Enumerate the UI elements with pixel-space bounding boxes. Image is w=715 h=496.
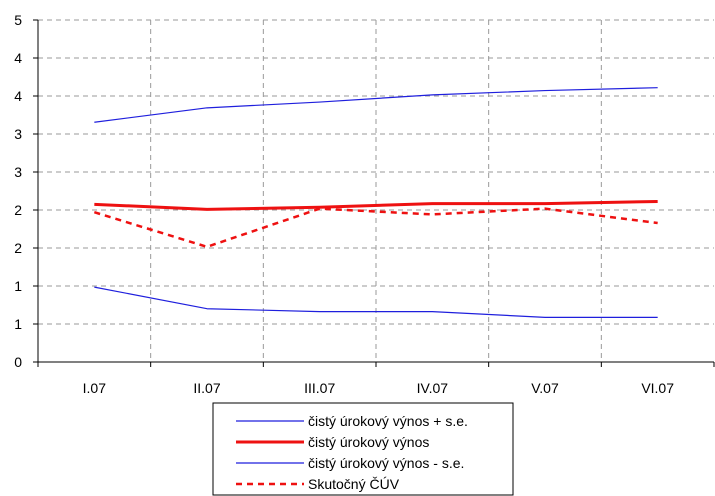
data-point [656,86,659,89]
legend-label: čistý úrokový výnos - s.e. [308,455,464,471]
data-point [431,93,434,96]
y-tick-label: 4 [14,50,22,66]
data-point [93,203,96,206]
series-line-1 [94,199,658,211]
y-tick-label: 3 [14,164,22,180]
series-line-2 [94,286,658,318]
data-point [93,121,96,124]
data-point [318,207,321,210]
data-point [431,213,434,216]
data-point [431,202,434,205]
y-tick-label: 2 [14,202,22,218]
data-point [544,316,547,319]
data-point [206,307,209,310]
data-point [318,101,321,104]
legend-label: Skutočný ČÚV [308,476,400,492]
data-point [656,222,659,225]
legend-box [212,402,514,496]
legend: čistý úrokový výnos + s.e. čistý úrokový … [212,402,514,496]
data-point [656,316,659,319]
x-tick-label: V.07 [531,380,559,396]
x-tick-label: I.07 [83,380,107,396]
data-point [544,89,547,92]
data-point [656,200,659,203]
axes [33,19,715,367]
data-point [93,211,96,214]
y-tick-label: 2 [14,240,22,256]
legend-label: čistý úrokový výnos + s.e. [308,413,468,429]
data-point [431,310,434,313]
y-tick-label: 0 [14,354,22,370]
data-point [318,310,321,313]
x-tick-label: III.07 [304,380,335,396]
x-tick-labels: I.07 II.07 III.07 IV.07 V.07 VI.07 [83,380,675,396]
y-tick-label: 1 [14,278,22,294]
data-point [93,286,96,289]
series-line-0 [94,87,658,123]
x-tick-label: II.07 [193,380,220,396]
data-point [544,207,547,210]
y-tick-labels: 0 1 1 2 2 3 3 4 4 5 [14,12,22,370]
y-tick-label: 3 [14,126,22,142]
x-tick-label: VI.07 [641,380,674,396]
data-point [544,202,547,205]
series-lines [93,86,659,319]
x-tick-label: IV.07 [417,380,449,396]
y-tick-label: 5 [14,12,22,28]
y-tick-label: 4 [14,88,22,104]
grid-lines [38,19,714,362]
data-point [206,208,209,211]
legend-label: čistý úrokový výnos [308,434,429,450]
data-point [206,106,209,109]
y-tick-label: 1 [14,316,22,332]
data-point [206,245,209,248]
